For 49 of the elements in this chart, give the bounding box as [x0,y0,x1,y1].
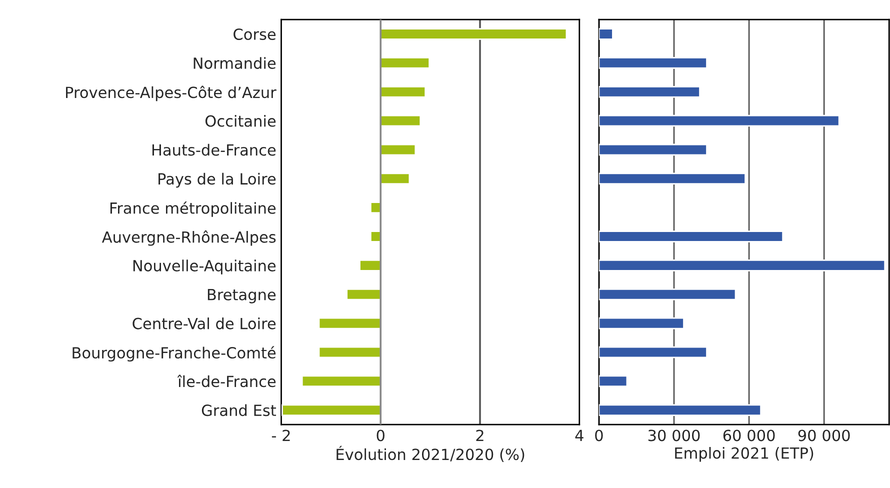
y-tick-label: Grand Est [202,404,276,416]
y-tick-label: Provence-Alpes-Côte d’Azur [66,86,276,102]
bar [380,172,410,185]
bar [598,288,736,300]
bar [318,317,382,330]
x-tick-label: - 2 [272,430,290,442]
bar [598,172,746,185]
bar [598,28,614,40]
y-tick-label: Nouvelle-Aquitaine [133,260,276,274]
x-tick-label: 2 [476,430,484,442]
bar [598,260,886,272]
bar [598,86,700,98]
bar [598,57,708,69]
bar [282,404,382,416]
bar [359,260,382,272]
bar [598,317,684,330]
y-tick-label: France métropolitaine [110,201,276,217]
bar [598,144,708,156]
bar [380,28,568,40]
x-tick-label: 0 [595,430,603,442]
x-tick-label: 60 000 [723,430,775,442]
bar [318,346,382,358]
x-tick-label: 90 000 [798,430,850,442]
bar [598,375,628,388]
bar [598,404,762,416]
y-tick-label: Bourgogne-Franche-Comté [72,346,276,362]
bar [598,114,840,127]
bar [380,114,422,127]
x-axis-title: Évolution 2021/2020 (%) [336,446,524,462]
x-tick-label: 0 [376,430,384,442]
y-tick-label: Bretagne [208,289,276,304]
bar [380,57,430,69]
x-tick-label: 30 000 [648,430,700,442]
bar [598,346,708,358]
y-tick-label: Occitanie [205,114,276,127]
y-tick-label: Pays de la Loire [158,172,276,188]
y-tick-label: Hauts-de-France [152,144,276,156]
y-tick-label: Centre-Val de Loire [132,317,276,330]
y-tick-label: Corse [234,28,276,40]
y-tick-label: Normandie [194,57,276,69]
bar [380,86,426,98]
bar [301,375,382,388]
bar [346,288,382,300]
x-axis-title: Emploi 2021 (ETP) [675,446,814,462]
bar [598,230,784,242]
y-tick-label: île-de-France [177,374,276,388]
x-tick-label: 4 [575,430,584,442]
bar [380,144,416,156]
y-tick-label: Auvergne-Rhône-Alpes [102,230,276,246]
